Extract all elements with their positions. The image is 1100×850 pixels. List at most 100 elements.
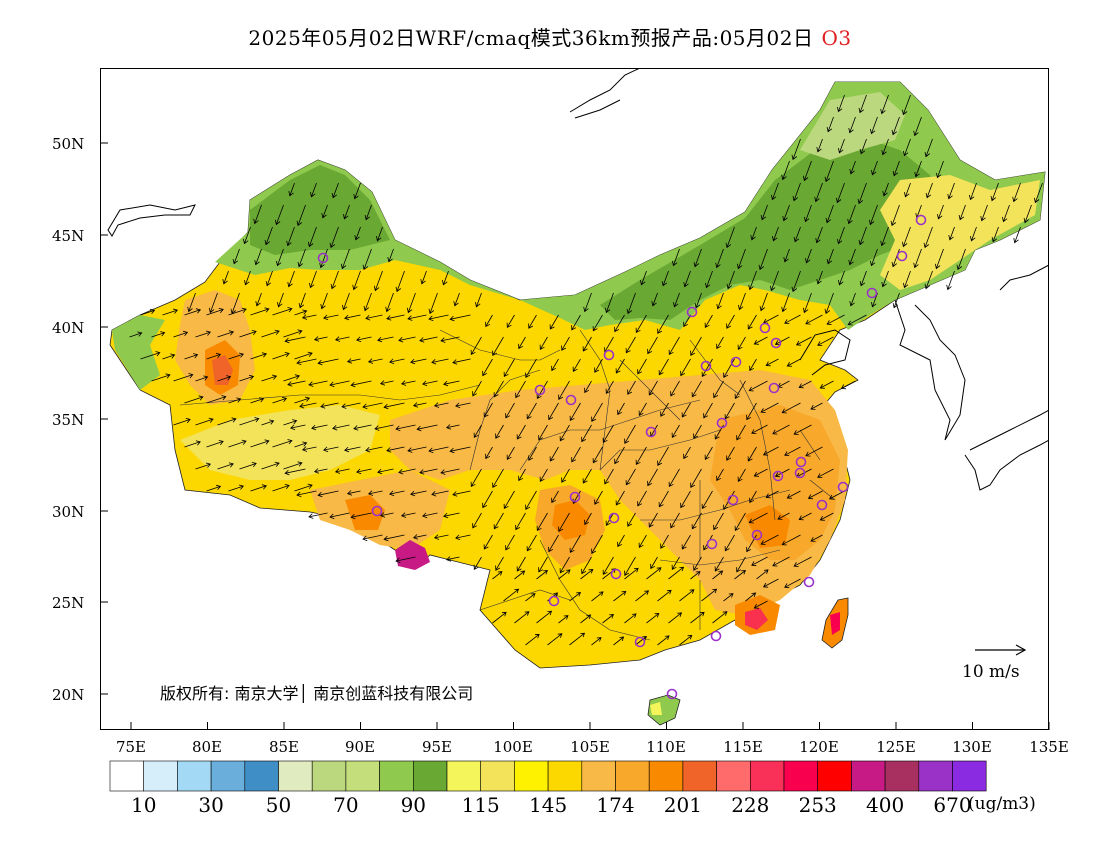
wind-arrow [514,611,530,624]
y-axis-labels: 50N 45N 40N 35N 30N 25N 20N [52,135,84,704]
legend-tick-label: 145 [529,793,567,817]
wind-arrow [749,358,757,372]
wind-arrow [559,424,570,442]
wind-arrow [624,567,639,580]
wind-arrow [753,468,768,477]
legend-tick-label: 670 [933,793,971,817]
wind-arrow [947,182,955,200]
wind-arrow [538,556,548,573]
wind-arrow [736,424,746,441]
wind-arrow [635,590,650,602]
wind-arrow [793,556,812,567]
wind-arrow [798,512,812,521]
wind-arrow [525,358,537,378]
wind-arrow [470,336,482,356]
wind-arrow [495,556,504,571]
wind-arrow [774,336,790,346]
wind-arrow [836,182,845,204]
wind-arrow [274,204,284,226]
wind-arrow [379,380,394,386]
wind-arrow [925,182,933,199]
wind-arrow [298,292,306,309]
station-marker [837,481,849,493]
wind-arrow [617,534,625,548]
legend-tick-label: 70 [333,793,358,817]
wind-arrow [449,446,471,454]
wind-arrow [377,336,394,343]
wind-arrow [184,308,202,316]
wind-arrow [309,270,317,289]
wind-arrow [734,512,746,532]
wind-arrow [657,446,669,466]
wind-arrow [902,226,911,248]
station-marker [603,349,615,361]
wind-arrow [914,160,922,178]
wind-arrow [691,380,702,398]
wind-arrow [572,358,581,372]
wind-arrow [681,402,691,418]
wind-arrow [751,556,768,567]
legend-swatch [716,760,751,792]
wind-arrow [433,534,449,540]
wind-arrow [647,468,658,487]
wind-arrow [838,270,845,286]
wind-arrow [891,248,900,268]
wind-arrow [440,468,460,475]
wind-arrow [969,182,977,201]
wind-arrow [625,468,636,486]
wind-arrow [762,446,779,456]
wind-arrow [937,204,944,220]
wind-arrow [151,331,166,338]
y-label-45n: 45N [52,227,84,245]
wind-arrow [317,358,339,366]
wind-arrow [410,490,427,497]
wind-arrow [784,446,801,456]
wind-arrow [287,380,306,387]
wind-arrow [781,402,801,414]
bohai-coast [799,329,851,376]
wind-arrow [561,336,570,351]
wind-arrow [217,330,235,338]
wind-arrow [261,461,280,470]
wind-arrow [184,440,201,448]
wind-arrow [433,402,449,408]
station-marker [608,512,620,524]
wind-arrow [583,292,592,313]
wind-arrow [162,353,176,360]
wind-arrow [759,292,768,312]
wind-arrow [261,329,280,338]
wind-arrow [515,512,526,531]
wind-arrow [400,512,416,518]
legend-tick-label: 10 [131,793,156,817]
x-label-100e: 100E [493,738,533,756]
wind-arrow [712,611,728,624]
wind-arrow [571,314,581,331]
wind-arrow [816,270,823,285]
wind-arrow [419,468,438,475]
wind-arrow [705,270,713,289]
legend-tick-label: 174 [596,793,634,817]
wind-arrow [1012,182,1021,203]
wind-arrow [129,331,143,338]
wind-arrow [356,336,372,343]
wind-arrow [283,419,298,426]
wind-arrow [352,270,361,291]
wind-arrow [760,204,768,221]
china-ozone-field [107,68,1049,726]
wind-arrow [748,270,757,291]
wind-arrow [668,336,680,356]
wind-arrow [923,226,933,249]
orange-region-east [710,405,840,560]
wind-arrow [243,226,251,245]
wind-arrow [346,358,361,364]
wind-arrow [803,292,812,314]
green-region-dzungaria [250,165,390,255]
wind-arrow [913,116,922,137]
wind-arrow [250,352,268,360]
legend-swatch [952,760,987,792]
wind-arrow [416,424,438,432]
wind-arrow [449,314,471,322]
wind-arrow [173,373,194,382]
wind-arrow [683,446,691,460]
wind-arrow [445,556,460,562]
